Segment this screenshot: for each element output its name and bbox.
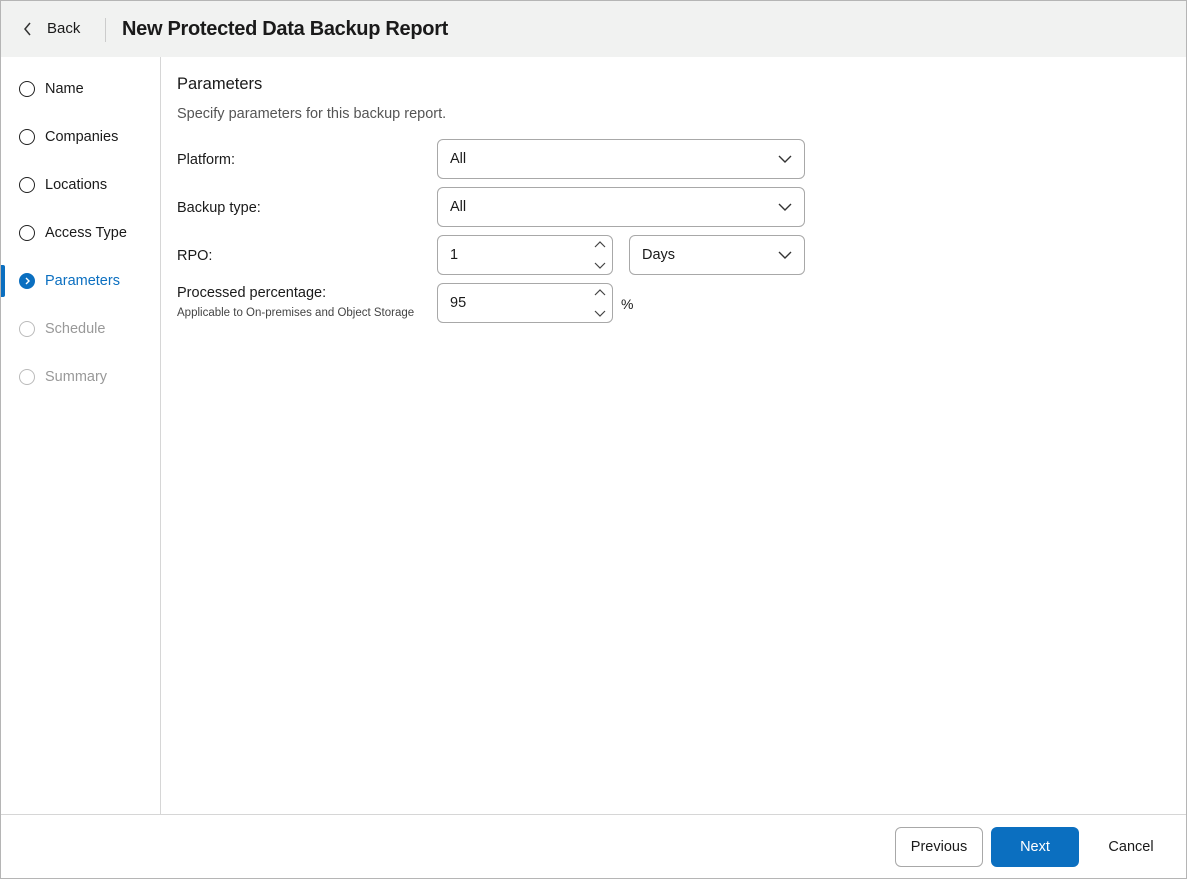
platform-value: All — [450, 151, 467, 167]
rpo-unit-value: Days — [642, 247, 676, 263]
backup-type-value: All — [450, 199, 467, 215]
page-title: New Protected Data Backup Report — [122, 18, 449, 40]
step-schedule: Schedule — [1, 313, 160, 345]
step-label: Name — [45, 81, 84, 97]
chevron-down-icon[interactable] — [594, 309, 606, 317]
percent-unit: % — [621, 296, 634, 312]
processed-percentage-stepper[interactable]: 95 — [437, 283, 613, 323]
rpo-unit-select[interactable]: Days — [629, 235, 805, 275]
processed-percentage-label: Processed percentage: — [177, 285, 327, 301]
chevron-up-icon[interactable] — [594, 241, 606, 249]
section-title: Parameters — [177, 75, 263, 93]
step-label: Schedule — [45, 321, 106, 337]
backup-type-select[interactable]: All — [437, 187, 805, 227]
cancel-button[interactable]: Cancel — [1108, 839, 1154, 855]
chevron-up-icon[interactable] — [594, 289, 606, 297]
circle-icon — [19, 225, 35, 241]
platform-label: Platform: — [177, 152, 236, 168]
chevron-down-icon — [778, 251, 792, 259]
divider — [105, 18, 106, 42]
step-label: Companies — [45, 129, 119, 145]
rpo-stepper[interactable]: 1 — [437, 235, 613, 275]
back-button[interactable]: Back — [23, 20, 80, 37]
rpo-value: 1 — [450, 247, 459, 263]
step-companies[interactable]: Companies — [1, 121, 160, 153]
section-description: Specify parameters for this backup repor… — [177, 106, 447, 122]
platform-select[interactable]: All — [437, 139, 805, 179]
processed-percentage-sublabel: Applicable to On-premises and Object Sto… — [177, 307, 415, 319]
circle-icon — [19, 321, 35, 337]
active-indicator — [1, 265, 5, 297]
circle-icon — [19, 81, 35, 97]
processed-percentage-value: 95 — [450, 295, 467, 311]
step-parameters[interactable]: Parameters — [1, 265, 160, 297]
step-access-type[interactable]: Access Type — [1, 217, 160, 249]
step-locations[interactable]: Locations — [1, 169, 160, 201]
step-name[interactable]: Name — [1, 73, 160, 105]
chevron-down-icon — [778, 155, 792, 163]
header: Back New Protected Data Backup Report — [1, 1, 1186, 57]
previous-button[interactable]: Previous — [895, 827, 983, 867]
next-button[interactable]: Next — [991, 827, 1079, 867]
step-label: Summary — [45, 369, 108, 385]
circle-icon — [19, 177, 35, 193]
step-label: Access Type — [45, 225, 127, 241]
circle-icon — [19, 369, 35, 385]
chevron-left-icon — [24, 22, 31, 35]
circle-icon — [19, 129, 35, 145]
step-summary: Summary — [1, 361, 160, 393]
backup-type-label: Backup type: — [177, 200, 261, 216]
wizard-steps: Name Companies Locations Access Type Par… — [1, 57, 161, 815]
footer: Previous Next Cancel — [1, 814, 1186, 878]
step-label: Parameters — [45, 273, 120, 289]
chevron-right-circle-icon — [19, 273, 35, 289]
step-label: Locations — [45, 177, 108, 193]
chevron-down-icon — [778, 203, 792, 211]
rpo-label: RPO: — [177, 248, 213, 264]
back-label: Back — [47, 20, 81, 37]
chevron-down-icon[interactable] — [594, 261, 606, 269]
